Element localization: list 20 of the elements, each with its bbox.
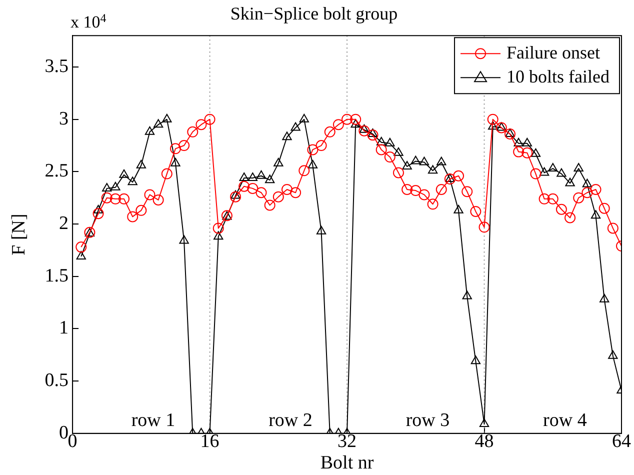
y-tick-label: 3 (59, 108, 69, 130)
y-tick-label: 1 (59, 318, 69, 339)
x-tick-label: 48 (474, 430, 494, 452)
chart-title: Skin−Splice bolt group (230, 4, 398, 24)
x-axis-title: Bolt nr (320, 452, 374, 474)
y-tick-label: 2 (59, 213, 69, 234)
annotation: row 3 (406, 410, 450, 431)
y-tick-label: 3.5 (44, 56, 69, 77)
x-tick-label: 64 (612, 430, 632, 452)
y-tick-label: 2.5 (44, 160, 69, 182)
annotation: row 2 (268, 410, 312, 431)
annotation: row 4 (543, 410, 588, 431)
y-tick-label: 1.5 (44, 265, 69, 286)
x-tick-label: 32 (338, 430, 357, 452)
legend-label: 10 bolts failed (506, 66, 610, 86)
annotation: row 1 (131, 410, 176, 431)
y-axis-title: F [N] (8, 214, 30, 256)
y-tick-label: 0.5 (44, 370, 69, 392)
legend-label: Failure onset (506, 42, 600, 62)
x-tick-label: 16 (200, 430, 220, 452)
